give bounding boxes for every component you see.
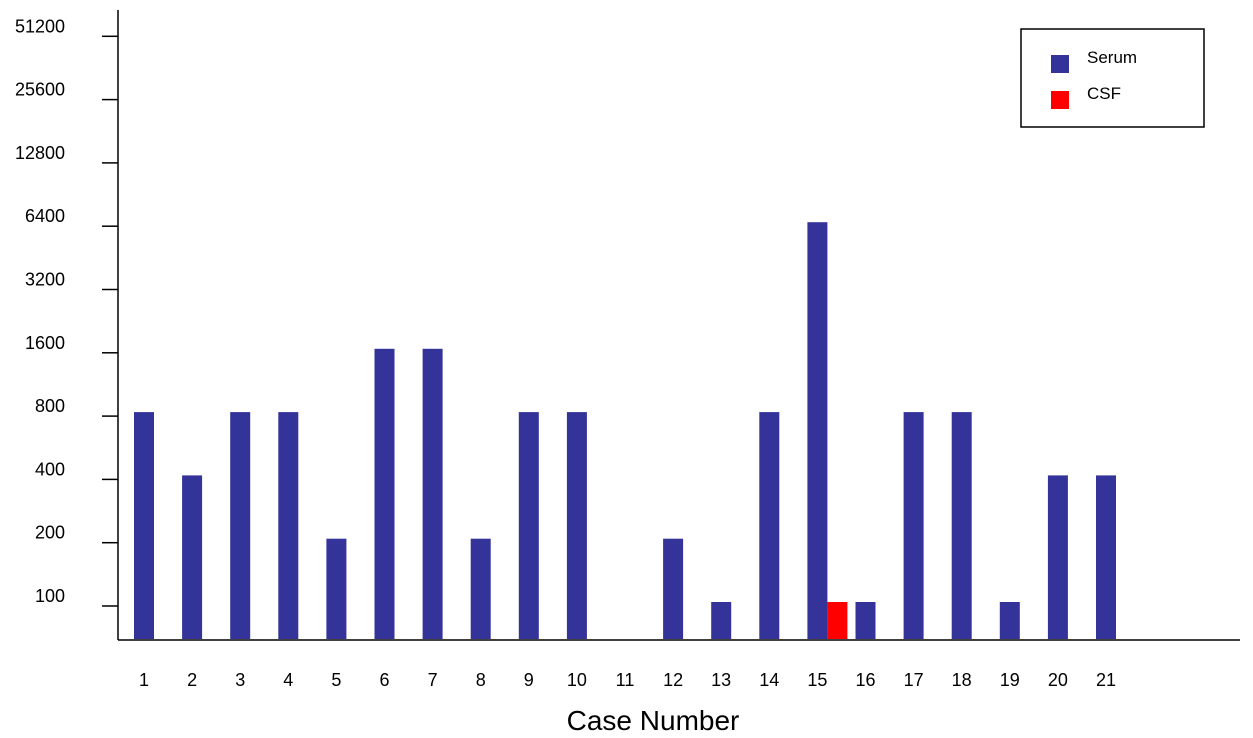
y-tick-label: 400 <box>35 459 65 479</box>
x-tick-label: 5 <box>331 670 341 690</box>
y-tick-label: 51200 <box>15 16 65 36</box>
x-tick-label: 15 <box>807 670 827 690</box>
x-tick-label: 17 <box>904 670 924 690</box>
x-axis-title: Case Number <box>567 705 740 736</box>
y-tick-label: 3200 <box>25 270 65 290</box>
legend-label-csf: CSF <box>1087 84 1121 103</box>
x-tick-label: 14 <box>759 670 779 690</box>
x-tick-label: 10 <box>567 670 587 690</box>
serum-bar <box>807 222 828 639</box>
serum-bar <box>1096 475 1116 639</box>
serum-bar <box>470 538 491 639</box>
csf-bar <box>827 602 848 639</box>
x-tick-label: 16 <box>855 670 875 690</box>
y-axis: 100 200 400 800 1600 3200 6400 12800 25600 51200 <box>15 10 119 640</box>
serum-bar <box>326 538 347 639</box>
y-tick-label: 1600 <box>25 333 65 353</box>
serum-bar <box>518 412 539 639</box>
x-tick-label: 11 <box>616 670 635 690</box>
x-tick-label: 7 <box>428 670 438 690</box>
serum-bar <box>230 412 251 639</box>
x-tick-label: 21 <box>1096 670 1116 690</box>
bars <box>134 222 1116 639</box>
x-tick-label: 6 <box>379 670 389 690</box>
serum-bar <box>278 412 299 639</box>
x-tick-label: 13 <box>711 670 731 690</box>
y-tick-label: 12800 <box>15 143 65 163</box>
x-tick-label: 19 <box>1000 670 1020 690</box>
serum-bar <box>566 412 587 639</box>
serum-bar <box>951 412 972 639</box>
serum-bar <box>903 412 924 639</box>
x-tick-label: 4 <box>283 670 293 690</box>
y-tick-label: 200 <box>35 523 65 543</box>
serum-bar <box>663 538 684 639</box>
serum-bar <box>759 412 780 639</box>
y-tick-label: 6400 <box>25 206 65 226</box>
serum-bar <box>134 412 154 639</box>
legend: Serum CSF <box>1020 28 1205 128</box>
x-tick-label: 2 <box>187 670 197 690</box>
serum-bar <box>182 475 203 639</box>
serum-bar <box>422 348 443 639</box>
legend-swatch-csf <box>1051 91 1069 109</box>
x-tick-label: 1 <box>139 670 149 690</box>
legend-box <box>1020 28 1205 128</box>
serum-bar <box>374 348 395 639</box>
y-tick-label: 25600 <box>15 80 65 100</box>
x-tick-label: 18 <box>952 670 972 690</box>
x-tick-label: 3 <box>235 670 245 690</box>
x-tick-label: 8 <box>476 670 486 690</box>
legend-label-serum: Serum <box>1087 48 1137 67</box>
x-tick-label: 9 <box>524 670 534 690</box>
serum-bar <box>711 602 732 639</box>
x-tick-label: 12 <box>663 670 683 690</box>
legend-swatch-serum <box>1051 55 1069 73</box>
y-tick-label: 100 <box>35 586 65 606</box>
x-tick-label: 20 <box>1048 670 1068 690</box>
x-axis: 1 2 3 4 5 6 7 8 9 10 11 12 13 14 15 16 17 18 19 20 21 <box>118 639 1240 690</box>
y-tick-label: 800 <box>35 396 65 416</box>
serum-bar <box>855 602 876 639</box>
serum-bar <box>1047 475 1068 639</box>
serum-bar <box>999 602 1020 639</box>
